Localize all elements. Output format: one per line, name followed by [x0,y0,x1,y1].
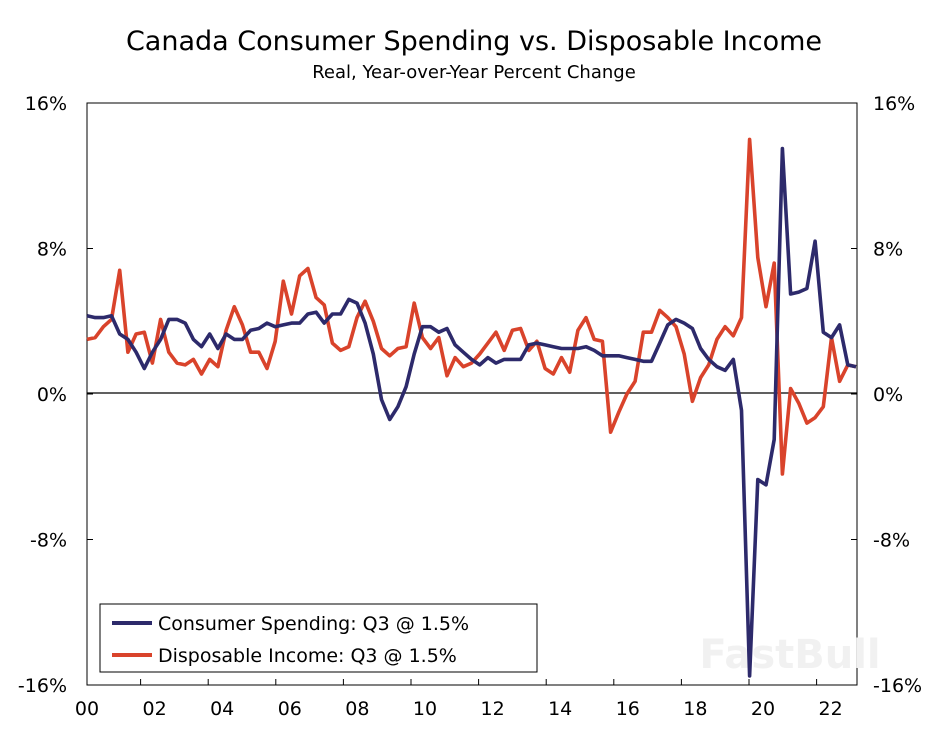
x-tick-label: 00 [75,698,99,720]
y-tick-label-right: 0% [873,384,903,406]
plot-area [86,102,858,686]
legend-label-consumer-spending: Consumer Spending: Q3 @ 1.5% [158,613,469,635]
y-tick-label-right: -16% [873,675,922,697]
consumer-spending-line [86,146,857,678]
chart-title: Canada Consumer Spending vs. Disposable … [126,26,822,57]
x-tick-label: 22 [819,698,843,720]
y-tick-label-left: -8% [30,530,67,552]
legend: Consumer Spending: Q3 @ 1.5% Disposable … [99,603,538,673]
series-group [86,137,857,678]
x-tick-label: 08 [345,698,369,720]
x-axis: 00 02 04 06 08 10 12 14 16 18 20 22 [75,679,843,720]
y-axis: 16% 16% 8% 8% 0% 0% -8% -8% -16% -16% [18,93,922,697]
y-tick-label-left: 8% [37,239,67,261]
x-tick-label: 06 [278,698,302,720]
x-tick-label: 16 [616,698,640,720]
legend-box [99,603,538,673]
x-tick-label: 12 [481,698,505,720]
x-tick-label: 20 [751,698,775,720]
x-tick-label: 18 [683,698,707,720]
legend-label-disposable-income: Disposable Income: Q3 @ 1.5% [158,645,457,667]
x-tick-label: 04 [210,698,234,720]
x-tick-label: 10 [413,698,437,720]
watermark: FastBull [699,632,880,678]
y-tick-label-right: 8% [873,239,903,261]
x-tick-label: 14 [548,698,572,720]
y-tick-label-right: 16% [873,93,915,115]
x-tick-label: 02 [143,698,167,720]
y-tick-label-left: -16% [18,675,67,697]
disposable-income-line [86,137,857,476]
y-tick-label-left: 0% [37,384,67,406]
chart-subtitle: Real, Year-over-Year Percent Change [312,62,636,83]
y-tick-label-right: -8% [873,530,910,552]
y-tick-label-left: 16% [25,93,67,115]
